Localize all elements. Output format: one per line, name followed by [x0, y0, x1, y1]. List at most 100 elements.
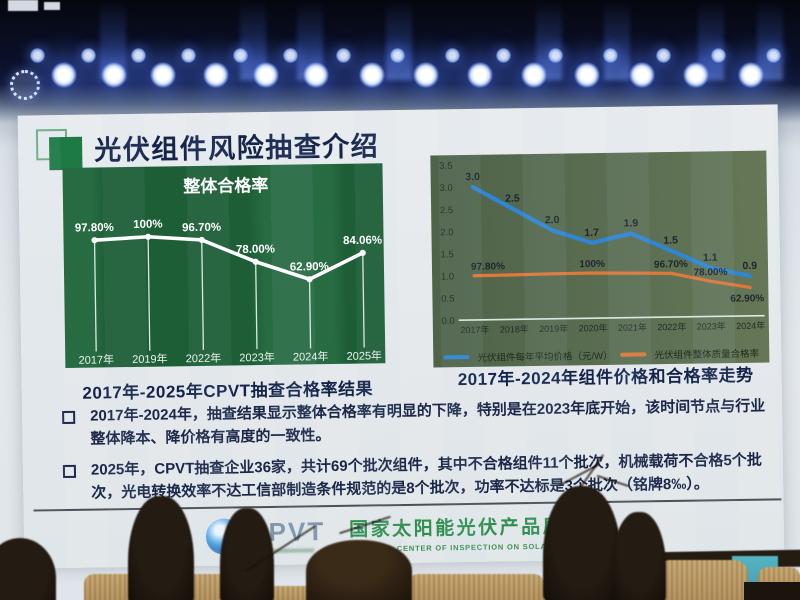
data-label: 97.80%	[75, 222, 114, 235]
chair-back	[262, 586, 354, 600]
stage-light	[738, 62, 764, 88]
light-beam	[386, 0, 412, 80]
chair-back	[758, 567, 800, 593]
y-tick-label: 0.5	[441, 294, 454, 305]
stage-light	[359, 62, 385, 88]
bullet-text: 2025年，CPVT抽查企业36家，共计69个批次组件，其中不合格组件11个批次…	[90, 451, 762, 502]
bullet-list: 2017年-2024年，抽查结果显示整体合格率有明显的下降，特别是在2023年底…	[62, 396, 772, 514]
y-tick-label: 1.0	[441, 271, 454, 282]
presentation-slide: 光伏组件风险抽查介绍 整体合格率 97.80% 2017年 100% 2019年 96.7…	[17, 104, 785, 569]
org-name-chinese: 国家太阳能光伏产品质量检	[349, 515, 608, 541]
stage-light	[150, 62, 176, 88]
stage-light	[101, 62, 127, 88]
price-data-label: 2.5	[505, 193, 520, 205]
drop-line	[201, 239, 205, 350]
org-name-block: 国家太阳能光伏产品质量检 NATIONAL CENTER OF INSPECTI…	[349, 511, 608, 554]
x-axis-line	[458, 314, 765, 321]
stage-light	[656, 48, 671, 63]
bullet-item: 2025年，CPVT抽查企业36家，共计69个批次组件，其中不合格组件11个批次…	[62, 450, 772, 505]
title-accent-green-square	[49, 136, 83, 171]
data-point	[144, 233, 152, 240]
pass-rate-data-label: 100%	[579, 259, 605, 270]
x-tick-label: 2023年	[239, 350, 275, 365]
stage-light	[766, 48, 781, 63]
x-tick-label: 2024年	[293, 349, 329, 364]
x-tick-label: 2025年	[346, 348, 382, 363]
slide-title: 光伏组件风险抽查介绍	[93, 131, 380, 166]
stage-light	[574, 62, 600, 88]
slide-footer: CPVT 国家太阳能光伏产品质量检 NATIONAL CENTER OF INS…	[33, 498, 783, 559]
data-point	[198, 236, 205, 244]
drop-line	[308, 279, 312, 349]
price-data-label: 1.1	[703, 252, 718, 264]
x-tick-label: 2023年	[697, 320, 726, 331]
y-tick-label: 2.0	[440, 227, 453, 238]
stage-light	[283, 48, 298, 63]
price-data-label: 2.0	[545, 214, 560, 226]
stage-light	[390, 48, 405, 63]
square-bullet-icon	[62, 410, 76, 425]
data-point	[359, 249, 366, 256]
price-and-pass-rate-chart: 3.5 3.0 2.5 2.0 1.5 1.0 0.5 0.0 2017年 2018年 2019年 2…	[430, 150, 770, 368]
stage-light	[181, 48, 196, 63]
stage-light	[81, 48, 96, 63]
drop-line	[255, 261, 258, 350]
x-tick-label: 2017年	[460, 324, 489, 335]
price-line	[470, 184, 753, 279]
x-tick-label: 2018年	[500, 323, 529, 334]
data-point	[252, 258, 259, 265]
left-chart-title: 整体合格率	[183, 175, 268, 196]
data-point	[91, 237, 98, 244]
pass-rate-chart-svg: 整体合格率 97.80% 2017年 100% 2019年 96.70% 2022年 78.0…	[75, 175, 382, 367]
footer-content: CPVT 国家太阳能光伏产品质量检 NATIONAL CENTER OF INS…	[34, 500, 783, 558]
chair-back	[408, 574, 544, 600]
pass-rate-data-label: 62.90%	[730, 293, 764, 305]
square-bullet-icon	[62, 464, 77, 479]
x-tick-label: 2022年	[657, 321, 686, 332]
stage-light	[467, 62, 493, 88]
y-tick-label: 1.5	[440, 249, 453, 260]
x-tick-label: 2022年	[186, 351, 222, 366]
pass-rate-line	[472, 271, 752, 290]
screen-fragment	[44, 2, 60, 10]
price-chart-svg: 3.5 3.0 2.5 2.0 1.5 1.0 0.5 0.0 2017年 2018年 2019年 2…	[439, 161, 765, 335]
price-data-label: 1.9	[624, 217, 639, 229]
x-tick-label: 2021年	[618, 321, 647, 332]
price-legend-label: 光伏组件每年平均价格（元/W）	[477, 350, 613, 364]
x-tick-label: 2020年	[578, 322, 607, 333]
chair-back	[656, 560, 748, 600]
screen-fragment	[8, 0, 38, 11]
price-legend-swatch	[443, 354, 470, 360]
data-label: 100%	[133, 219, 163, 231]
x-tick-label: 2019年	[132, 351, 168, 366]
stage-light	[629, 62, 655, 88]
pass-rate-data-label: 96.70%	[654, 259, 688, 271]
pass-rate-data-label: 78.00%	[693, 267, 727, 279]
stage-light	[496, 48, 511, 63]
stage-lights-band	[0, 0, 800, 120]
bullet-text: 2017年-2024年，抽查结果显示整体合格率有明显的下降，特别是在2023年底…	[90, 397, 766, 448]
data-label: 96.70%	[182, 222, 221, 235]
stage-light	[30, 48, 45, 63]
drop-line	[147, 236, 151, 351]
x-tick-label: 2024年	[736, 320, 765, 331]
pass-rate-data-label: 97.80%	[471, 261, 505, 273]
stage-light	[711, 48, 726, 63]
stage-teal-patch	[732, 556, 778, 600]
price-data-label: 1.7	[584, 227, 599, 239]
y-tick-label: 2.5	[440, 205, 453, 216]
y-tick-label: 3.5	[439, 161, 452, 172]
x-tick-label: 2017年	[78, 352, 114, 367]
y-tick-label: 0.0	[441, 316, 454, 327]
data-label: 84.06%	[343, 235, 382, 248]
cpvt-globe-icon	[205, 517, 243, 555]
left-chart-caption: 2017年-2025年CPVT抽查合格率结果	[82, 379, 374, 403]
stage-light	[233, 48, 248, 63]
cpvt-logo-tagline	[248, 547, 315, 553]
stage-light	[253, 62, 279, 88]
price-data-label: 3.0	[465, 171, 480, 183]
stage-light	[131, 48, 146, 63]
stage-light	[445, 48, 460, 63]
drop-line	[362, 252, 365, 348]
